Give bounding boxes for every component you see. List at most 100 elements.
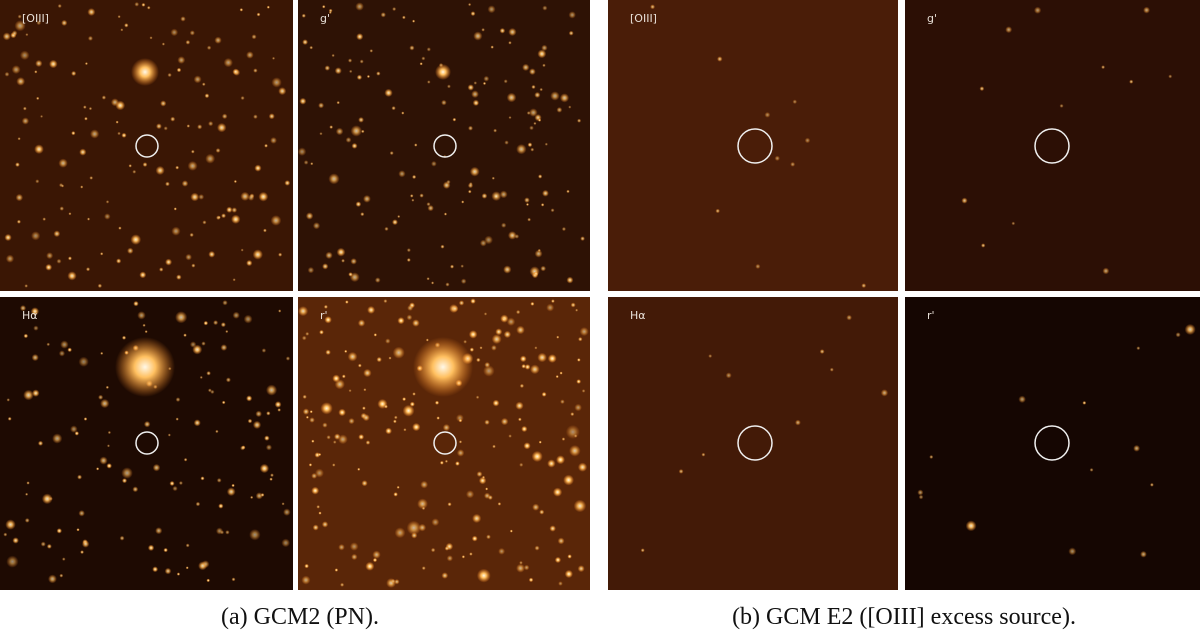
star [328,173,340,185]
star [320,402,333,415]
star [347,351,358,362]
star [436,416,440,420]
star [365,440,371,445]
star [426,202,431,207]
star [394,579,400,585]
star [301,575,311,585]
star [115,100,126,111]
star [324,316,332,324]
star [201,341,206,346]
star [246,51,254,59]
star [414,143,418,147]
star [829,367,834,372]
star [201,82,206,87]
star [539,87,543,92]
star [284,180,291,186]
star [460,278,467,285]
star [266,5,270,9]
star [23,333,29,339]
star [307,266,315,274]
star [124,23,129,28]
star [240,95,245,101]
star [374,277,381,283]
star [189,30,195,36]
star [142,323,146,327]
star [149,36,153,40]
star [529,68,536,76]
star [493,128,498,133]
star [504,140,509,145]
star [559,93,570,103]
star [492,444,496,449]
star [357,363,362,368]
star [537,352,547,363]
star [254,164,262,172]
star [361,129,365,134]
star [578,336,583,342]
star [373,333,378,337]
star [403,428,407,432]
panel-label: g' [927,12,937,25]
star [846,314,852,321]
star [106,463,112,469]
panel-label: r' [320,309,328,322]
star [357,319,366,327]
star [1005,26,1013,34]
star [17,14,22,19]
star [397,317,405,325]
star [336,100,340,105]
star [34,70,38,74]
star [243,314,253,324]
star [764,111,771,118]
star [463,339,468,344]
caption: (a) GCM2 (PN). [221,604,379,630]
star [380,12,386,18]
star [347,58,353,63]
star [486,534,491,540]
star [355,201,362,208]
star [191,263,196,268]
star [350,125,363,137]
star [497,502,502,506]
star [220,344,228,351]
star [215,148,221,153]
star [425,338,429,342]
star [216,477,222,483]
star [84,116,88,121]
star [253,114,258,120]
star [385,338,391,344]
panel-background [905,297,1200,590]
star [577,462,588,472]
star [1089,467,1094,472]
star [1102,267,1110,275]
star [107,430,112,435]
star [161,42,165,46]
star [193,75,202,84]
star [409,194,414,198]
star [650,4,656,10]
star [255,410,262,418]
star [499,27,506,34]
star [452,117,457,122]
star [221,400,226,405]
star [1168,74,1173,79]
star [11,30,18,37]
star [81,540,90,548]
star [708,354,713,358]
star [100,252,104,256]
star [134,1,140,7]
star [213,320,219,326]
star [1140,550,1147,558]
star [250,495,254,499]
star [419,193,424,198]
star [574,403,582,412]
bright-nebula [413,337,473,397]
star [215,527,224,535]
star [338,543,345,551]
star [468,181,473,186]
star [348,389,352,393]
star [538,174,543,179]
star [4,71,10,77]
star [550,208,555,213]
star [191,149,195,154]
